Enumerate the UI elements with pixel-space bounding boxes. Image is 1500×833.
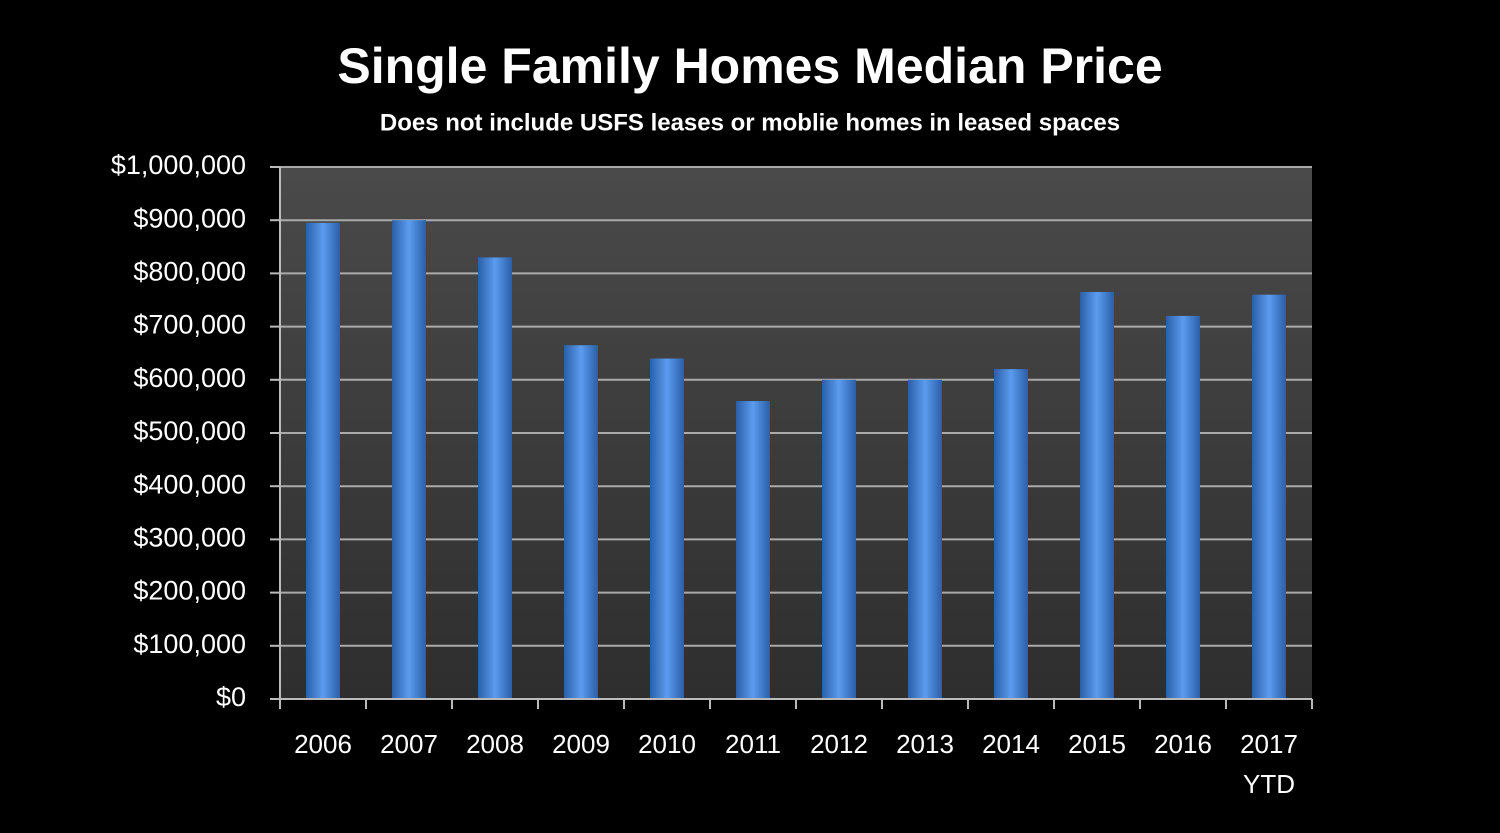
x-tick-label: 2011 bbox=[725, 729, 781, 759]
y-tick-label: $700,000 bbox=[133, 310, 246, 340]
x-tick-label: 2012 bbox=[810, 729, 868, 759]
y-tick-label: $1,000,000 bbox=[111, 150, 246, 180]
bar bbox=[1166, 315, 1200, 699]
x-tick-label: 2017 YTD bbox=[1240, 729, 1298, 799]
bar bbox=[564, 345, 598, 699]
bar bbox=[994, 369, 1028, 699]
x-tick-label: 2015 bbox=[1068, 729, 1126, 759]
chart-title: Single Family Homes Median Price bbox=[337, 38, 1162, 94]
bar bbox=[478, 257, 512, 699]
bar bbox=[736, 401, 770, 699]
chart-subtitle: Does not include USFS leases or moblie h… bbox=[380, 109, 1120, 136]
bar bbox=[1252, 294, 1286, 699]
x-tick-label: 2014 bbox=[982, 729, 1040, 759]
x-tick-label: 2009 bbox=[552, 729, 610, 759]
y-tick-label: $200,000 bbox=[133, 576, 246, 606]
x-tick-label: 2016 bbox=[1154, 729, 1212, 759]
x-tick-label: 2006 bbox=[294, 729, 352, 759]
bar bbox=[908, 379, 942, 699]
y-tick-label: $900,000 bbox=[133, 203, 246, 233]
bar bbox=[1080, 292, 1114, 699]
y-tick-label: $800,000 bbox=[133, 257, 246, 287]
bar bbox=[306, 222, 340, 700]
y-tick-label: $600,000 bbox=[133, 363, 246, 393]
y-tick-label: $0 bbox=[216, 682, 246, 712]
x-tick-label: 2013 bbox=[896, 729, 954, 759]
y-tick-label: $400,000 bbox=[133, 469, 246, 499]
y-tick-label: $500,000 bbox=[133, 416, 246, 446]
x-tick-label: 2010 bbox=[638, 729, 696, 759]
bar bbox=[650, 358, 684, 699]
bar bbox=[392, 220, 426, 699]
x-tick-label: 2007 bbox=[380, 729, 438, 759]
x-tick-label: 2008 bbox=[466, 729, 524, 759]
y-tick-label: $100,000 bbox=[133, 629, 246, 659]
y-tick-label: $300,000 bbox=[133, 523, 246, 553]
bar bbox=[822, 379, 856, 699]
